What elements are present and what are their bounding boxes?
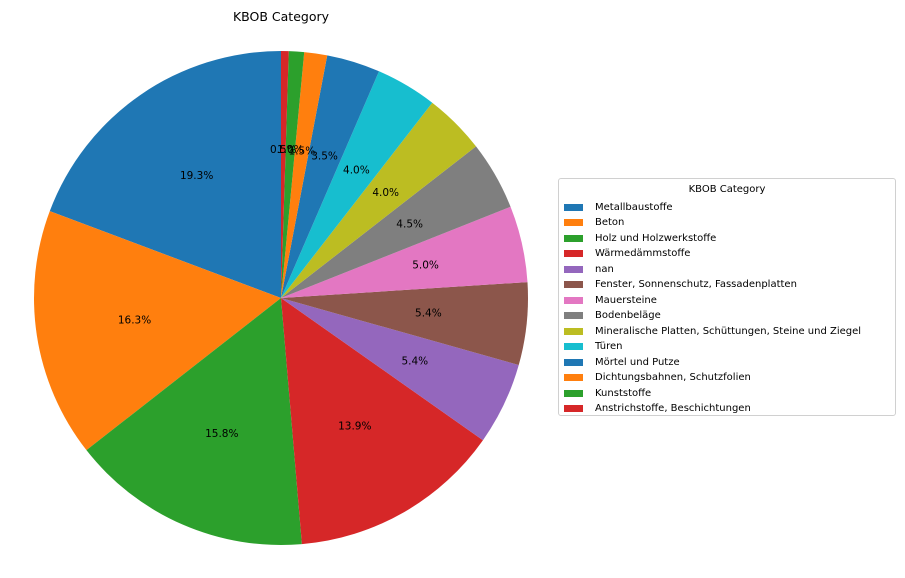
pie-slice-2 bbox=[86, 298, 302, 545]
chart-title: KBOB Category bbox=[233, 9, 330, 24]
pie-slice-3 bbox=[281, 298, 483, 545]
legend-label: Beton bbox=[595, 217, 625, 228]
legend-item: Dichtungsbahnen, Schutzfolien bbox=[564, 371, 751, 385]
pie-slice-11 bbox=[281, 52, 328, 298]
legend-label: Anstrichstoffe, Beschichtungen bbox=[595, 403, 751, 414]
legend-item: Metallbaustoffe bbox=[564, 200, 673, 214]
pie-percent-label-9: 4.0% bbox=[343, 164, 370, 176]
legend-swatch bbox=[564, 343, 583, 350]
pie-percent-label-0: 19.3% bbox=[180, 170, 213, 182]
legend-label: Fenster, Sonnenschutz, Fassadenplatten bbox=[595, 279, 797, 290]
pie-percent-label-2: 15.8% bbox=[205, 428, 238, 440]
legend-label: Dichtungsbahnen, Schutzfolien bbox=[595, 372, 751, 383]
legend-label: Bodenbeläge bbox=[595, 310, 661, 321]
legend-swatch bbox=[564, 405, 583, 412]
legend-label: Mörtel und Putze bbox=[595, 356, 680, 368]
legend-item: Beton bbox=[564, 216, 624, 230]
legend-item: Mineralische Platten, Schüttungen, Stein… bbox=[564, 324, 861, 338]
legend-label: Kunststoffe bbox=[595, 387, 652, 399]
pie-percent-label-13: 0.5% bbox=[270, 144, 297, 156]
legend-item: Fenster, Sonnenschutz, Fassadenplatten bbox=[564, 278, 797, 292]
pie-slice-13 bbox=[281, 51, 289, 298]
legend-swatch bbox=[564, 358, 583, 366]
legend-item: Kunststoffe bbox=[564, 386, 651, 400]
legend-item: Mauersteine bbox=[564, 293, 657, 307]
legend-label: nan bbox=[595, 263, 614, 275]
legend-item: Anstrichstoffe, Beschichtungen bbox=[564, 402, 751, 416]
legend-label: Holz und Holzwerkstoffe bbox=[595, 232, 717, 244]
legend-label: Metallbaustoffe bbox=[595, 201, 673, 213]
legend-label: Mauersteine bbox=[595, 294, 657, 306]
pie-slice-9 bbox=[281, 71, 433, 299]
legend-item: Mörtel und Putze bbox=[564, 355, 680, 369]
legend: KBOB Category Metallbaustoffe Beton Holz u… bbox=[558, 178, 896, 416]
pie-percent-labels: 19.3% 16.3% 15.8% 13.9% 5.4% 5.4% 5.0% 4.5% 4.0%… bbox=[118, 144, 442, 440]
legend-swatch bbox=[564, 296, 583, 304]
pie-percent-label-8: 4.0% bbox=[372, 187, 399, 199]
pie-slice-10 bbox=[281, 55, 380, 299]
pie-slice-12 bbox=[281, 51, 305, 298]
legend-swatch bbox=[564, 250, 583, 257]
legend-swatch bbox=[564, 374, 583, 381]
pie-percent-label-11: 1.5% bbox=[289, 145, 316, 157]
pie-slice-6 bbox=[281, 206, 528, 298]
legend-swatch bbox=[564, 203, 583, 211]
pie-slice-5 bbox=[281, 282, 528, 365]
pie-slice-4 bbox=[281, 298, 519, 441]
pie-slice-8 bbox=[281, 102, 477, 298]
legend-item: Türen bbox=[564, 340, 622, 354]
legend-item: Holz und Holzwerkstoffe bbox=[564, 231, 716, 245]
pie-percent-label-4: 5.4% bbox=[401, 356, 428, 368]
legend-title: KBOB Category bbox=[688, 184, 766, 195]
pie-percent-label-3: 13.9% bbox=[338, 421, 371, 433]
pie-percent-label-10: 3.5% bbox=[311, 150, 338, 162]
legend-item: Wärmedämmstoffe bbox=[564, 247, 690, 261]
legend-swatch bbox=[564, 265, 583, 273]
pie-slice-1 bbox=[33, 211, 282, 451]
legend-label: Mineralische Platten, Schüttungen, Stein… bbox=[595, 325, 862, 337]
legend-swatch bbox=[564, 327, 583, 335]
legend-item: Bodenbeläge bbox=[564, 309, 661, 323]
legend-label: Wärmedämmstoffe bbox=[595, 248, 691, 259]
legend-swatch bbox=[564, 389, 583, 397]
legend-item: nan bbox=[564, 262, 614, 276]
pie-percent-label-1: 16.3% bbox=[118, 314, 151, 326]
legend-swatch bbox=[564, 312, 583, 319]
legend-label: Türen bbox=[595, 341, 623, 352]
pie-percent-label-5: 5.4% bbox=[415, 308, 442, 320]
legend-swatch bbox=[564, 219, 583, 226]
legend-swatch bbox=[564, 234, 583, 242]
pie-percent-label-7: 4.5% bbox=[396, 218, 423, 230]
pie-slice-0 bbox=[49, 51, 281, 298]
pie-percent-label-12: 1.0% bbox=[277, 144, 304, 156]
pie-slices bbox=[33, 51, 528, 545]
pie-slice-7 bbox=[281, 146, 511, 298]
legend-swatch bbox=[564, 281, 583, 288]
pie-percent-label-6: 5.0% bbox=[412, 259, 439, 271]
